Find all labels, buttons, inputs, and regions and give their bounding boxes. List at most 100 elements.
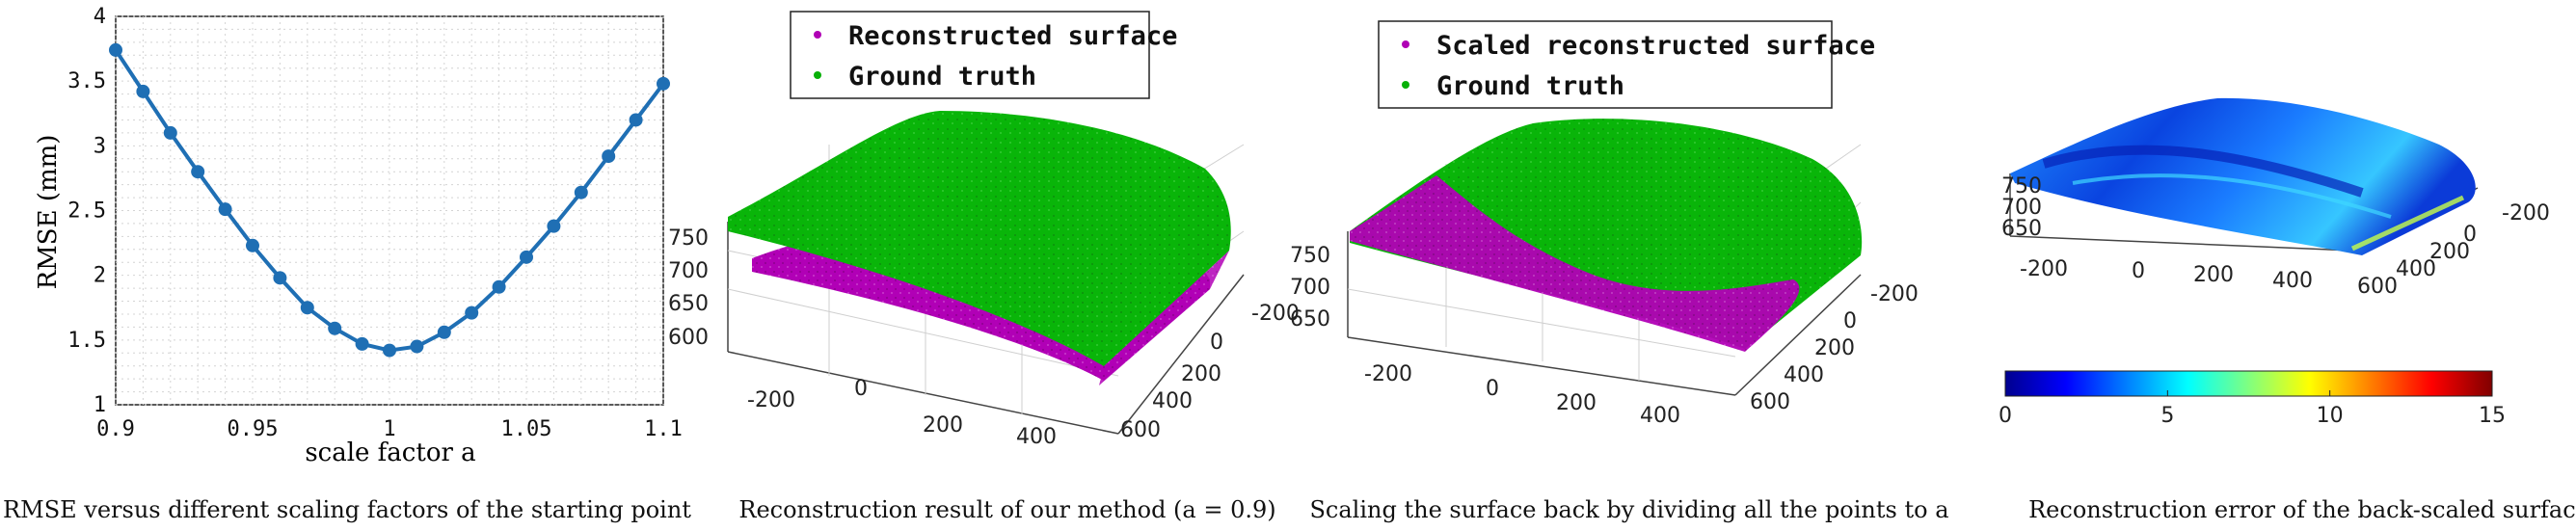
- p3-legend: Scaled reconstructed surface Ground trut…: [1378, 20, 1875, 109]
- svg-text:200: 200: [2429, 240, 2470, 264]
- y-tick-label: 4: [94, 5, 106, 29]
- rmse-data-point: [246, 238, 259, 252]
- p3-x-ticks: -200 0 200 400: [1364, 362, 1680, 428]
- svg-text:0: 0: [2132, 259, 2145, 283]
- panel3-caption: Scaling the surface back by dividing all…: [1309, 496, 1948, 523]
- error-colorbar: 0 5 10 15: [1999, 370, 2506, 428]
- svg-text:400: 400: [1016, 425, 1057, 449]
- panel2-caption: Reconstruction result of our method (a =…: [738, 496, 1275, 523]
- rmse-data-point: [218, 202, 232, 217]
- svg-text:-200: -200: [1870, 282, 1919, 306]
- rmse-data-point: [410, 339, 424, 354]
- rmse-data-point: [191, 165, 205, 179]
- svg-text:650: 650: [668, 292, 709, 316]
- svg-text:-200: -200: [747, 388, 795, 412]
- svg-text:750: 750: [2001, 174, 2042, 199]
- rmse-data-point: [629, 113, 643, 127]
- reconstruction-3d-plot: 750 700 650 600 -200 0 200 400 -200 0 20…: [668, 11, 1300, 523]
- error-surface-light-band: [2072, 173, 2392, 219]
- p3-y-ticks: -200 0 200 400 600: [1750, 282, 1919, 414]
- rmse-data-point: [300, 301, 314, 315]
- svg-text:400: 400: [2272, 269, 2313, 293]
- svg-text:400: 400: [1784, 363, 1824, 387]
- rmse-y-axis-label: RMSE (mm): [34, 135, 63, 290]
- svg-text:650: 650: [2001, 217, 2042, 241]
- rmse-data-point: [163, 125, 177, 140]
- svg-text:200: 200: [1181, 362, 1221, 386]
- y-tick-label: 2: [94, 264, 106, 288]
- x-tick-label: 0.9: [96, 417, 135, 441]
- reconstructed-surface-edge: [1099, 251, 1229, 385]
- legend-marker-scaled-reconstructed: [1402, 40, 1409, 48]
- error-surface-dark-band: [2042, 145, 2364, 198]
- y-tick-label: 3.5: [67, 69, 106, 93]
- p4-z-ticks: 750 700 650: [2001, 174, 2042, 241]
- svg-text:700: 700: [668, 259, 709, 283]
- error-surface-edge-highlight: [2350, 195, 2465, 252]
- svg-text:200: 200: [1556, 391, 1597, 415]
- x-tick-label: 0.95: [228, 417, 279, 441]
- colorbar-tick-label: 15: [2479, 404, 2506, 428]
- svg-text:700: 700: [1290, 276, 1330, 300]
- rmse-data-point: [657, 76, 670, 91]
- p2-x-ticks: -200 0 200 400: [747, 377, 1057, 449]
- svg-text:750: 750: [1290, 244, 1330, 268]
- rmse-y-ticks: 1 1.5 2 2.5 3 3.5 4: [67, 5, 106, 417]
- panel4-caption: Reconstruction error of the back-scaled …: [2028, 496, 2576, 523]
- x-tick-label: 1.1: [644, 417, 683, 441]
- rmse-chart: 0.9 0.95 1 1.05 1.1 1 1.5 2 2.5 3 3.5 4 scale fact…: [3, 5, 691, 523]
- p2-y-ticks: -200 0 200 400 600: [1120, 302, 1300, 442]
- rmse-data-point: [465, 305, 479, 320]
- legend-marker-ground-truth-3: [1402, 81, 1409, 89]
- y-tick-label: 1: [94, 393, 106, 417]
- error-surface: [2010, 97, 2476, 255]
- rmse-data-point: [383, 343, 396, 358]
- rmse-data-point: [492, 279, 506, 294]
- panel1-caption: RMSE versus different scaling factors of…: [3, 496, 691, 523]
- rmse-data-point: [109, 42, 122, 57]
- legend-label-ground-truth-3: Ground truth: [1436, 71, 1624, 101]
- svg-text:600: 600: [2357, 275, 2398, 299]
- p2-z-ticks: 750 700 650 600: [668, 226, 709, 350]
- svg-text:0: 0: [854, 377, 868, 401]
- svg-text:0: 0: [1210, 331, 1223, 355]
- scaled-reconstructed-surface: [1350, 175, 1800, 352]
- svg-text:-200: -200: [2502, 201, 2550, 226]
- rmse-data-point: [602, 149, 616, 164]
- rmse-data-point: [136, 84, 150, 98]
- rmse-data-point: [520, 250, 533, 264]
- rmse-data-point: [355, 336, 369, 351]
- svg-text:200: 200: [923, 413, 963, 438]
- legend-marker-reconstructed: [814, 31, 821, 39]
- p4-y-ticks: -200 0 200 400 600: [2357, 201, 2550, 299]
- svg-text:650: 650: [1290, 307, 1330, 332]
- colorbar-tick-label: 5: [2160, 404, 2174, 428]
- p2-legend: Reconstructed surface Ground truth: [790, 11, 1177, 99]
- legend-label-scaled-reconstructed: Scaled reconstructed surface: [1436, 31, 1875, 61]
- ground-truth-surface: [728, 111, 1231, 366]
- svg-text:400: 400: [2396, 257, 2436, 281]
- svg-text:0: 0: [1486, 377, 1499, 401]
- rmse-data-point: [273, 271, 287, 285]
- y-tick-label: 1.5: [67, 329, 106, 353]
- rmse-data-point: [547, 219, 561, 233]
- svg-text:0: 0: [2463, 223, 2477, 247]
- y-tick-label: 2.5: [67, 199, 106, 224]
- legend-marker-ground-truth: [814, 71, 821, 79]
- colorbar-tick-label: 0: [1999, 404, 2012, 428]
- rmse-x-axis-label: scale factor a: [305, 438, 475, 467]
- rmse-x-ticks: 0.9 0.95 1 1.05 1.1: [96, 417, 683, 441]
- rmse-series: [109, 42, 670, 358]
- x-tick-label: 1: [383, 417, 395, 441]
- legend-label-ground-truth: Ground truth: [848, 62, 1036, 92]
- colorbar-tick-label: 10: [2317, 404, 2344, 428]
- svg-text:600: 600: [668, 326, 709, 350]
- svg-text:-200: -200: [1251, 302, 1300, 326]
- svg-text:-200: -200: [2020, 257, 2068, 281]
- svg-text:-200: -200: [1364, 362, 1412, 386]
- rmse-data-point: [328, 321, 342, 335]
- svg-text:600: 600: [1120, 418, 1161, 442]
- svg-text:0: 0: [1843, 309, 1857, 333]
- rmse-data-point: [574, 185, 588, 199]
